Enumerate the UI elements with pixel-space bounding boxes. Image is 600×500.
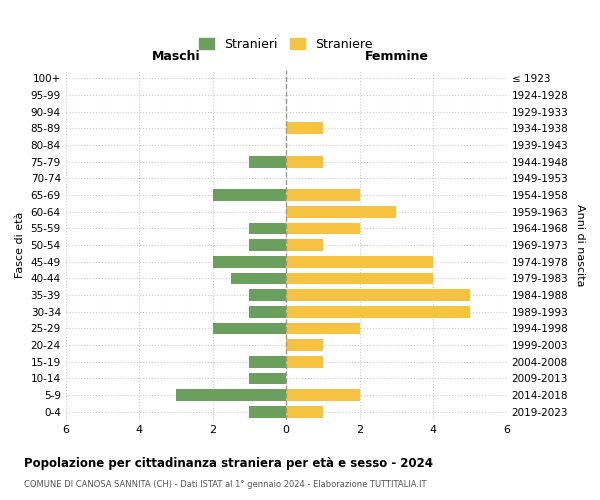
Bar xyxy=(250,239,286,251)
Bar xyxy=(286,306,470,318)
Bar xyxy=(250,222,286,234)
Text: Popolazione per cittadinanza straniera per età e sesso - 2024: Popolazione per cittadinanza straniera p… xyxy=(24,458,433,470)
Legend: Stranieri, Straniere: Stranieri, Straniere xyxy=(196,34,377,54)
Bar xyxy=(212,256,286,268)
Bar xyxy=(250,356,286,368)
Bar xyxy=(286,272,433,284)
Bar xyxy=(212,189,286,201)
Bar xyxy=(286,206,397,218)
Bar xyxy=(286,356,323,368)
Bar xyxy=(286,340,323,351)
Bar xyxy=(286,390,360,401)
Bar xyxy=(286,289,470,301)
Bar xyxy=(250,406,286,417)
Y-axis label: Fasce di età: Fasce di età xyxy=(15,212,25,278)
Bar xyxy=(231,272,286,284)
Bar xyxy=(286,189,360,201)
Y-axis label: Anni di nascita: Anni di nascita xyxy=(575,204,585,286)
Bar xyxy=(250,156,286,168)
Bar xyxy=(286,322,360,334)
Bar xyxy=(250,306,286,318)
Text: Femmine: Femmine xyxy=(364,50,428,64)
Bar xyxy=(286,156,323,168)
Bar xyxy=(286,222,360,234)
Bar xyxy=(286,122,323,134)
Text: COMUNE DI CANOSA SANNITA (CH) - Dati ISTAT al 1° gennaio 2024 - Elaborazione TUT: COMUNE DI CANOSA SANNITA (CH) - Dati IST… xyxy=(24,480,427,489)
Bar xyxy=(250,372,286,384)
Bar xyxy=(212,322,286,334)
Bar xyxy=(250,289,286,301)
Bar xyxy=(286,256,433,268)
Bar xyxy=(286,406,323,417)
Bar xyxy=(286,239,323,251)
Bar xyxy=(176,390,286,401)
Text: Maschi: Maschi xyxy=(152,50,200,64)
